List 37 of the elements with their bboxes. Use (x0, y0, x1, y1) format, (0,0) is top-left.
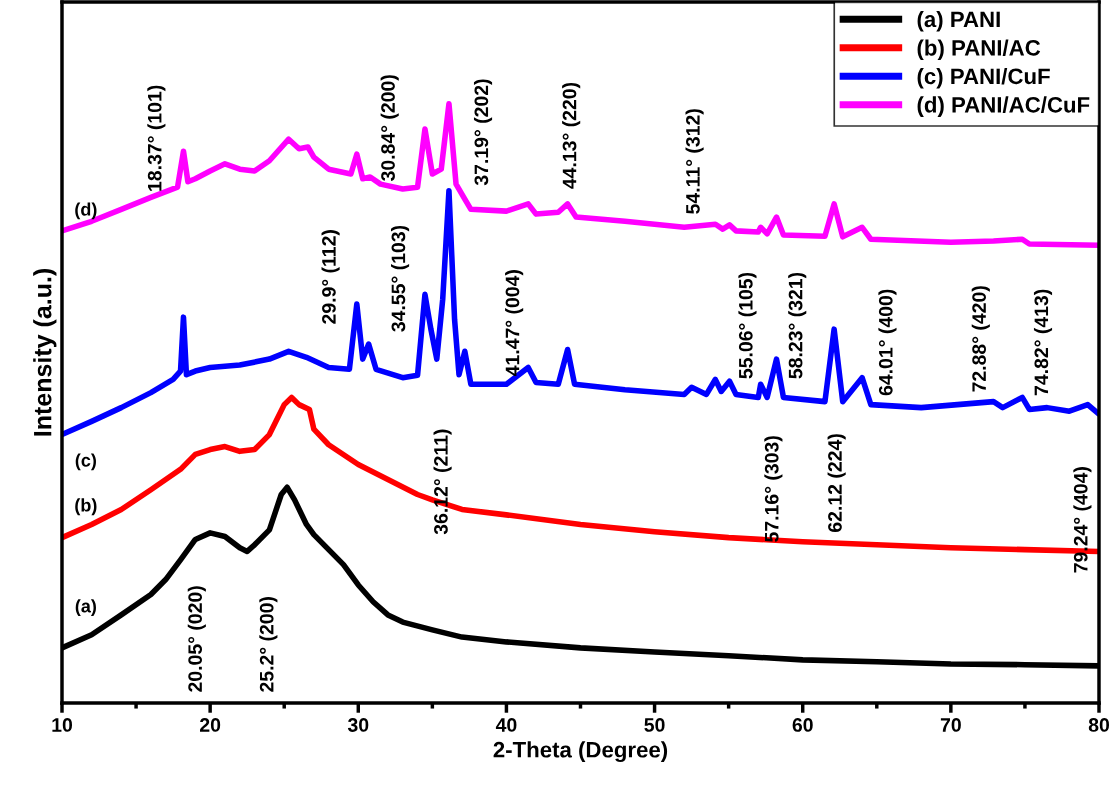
annotation: 54.11° (312) (685, 109, 704, 214)
annotation: 74.82° (413) (1033, 289, 1053, 396)
annotation: (d) (75, 202, 97, 220)
y-axis-title: Intensity (a.u.) (33, 269, 57, 436)
x-tick-label: 40 (495, 718, 517, 732)
x-tick-label: 20 (200, 718, 221, 732)
annotation: 25.2° (200) (259, 597, 278, 692)
annotation: 57.16° (303) (764, 436, 783, 542)
annotation: 36.12° (211) (433, 429, 452, 535)
x-tick-label: 70 (940, 718, 961, 732)
legend-label: (c) PANI/CuF (917, 67, 1050, 89)
annotation: (a) (75, 599, 96, 617)
x-tick-label: 10 (52, 718, 73, 732)
annotation: 55.06° (105) (738, 272, 757, 379)
annotation: 64.01° (400) (878, 289, 897, 396)
annotation: 18.37° (101) (147, 85, 166, 191)
legend-label: (b) PANI/AC (917, 39, 1041, 61)
annotation: (c) (75, 453, 96, 471)
annotation: 29.9° (112) (321, 230, 340, 324)
annotation: 20.05° (020) (187, 586, 206, 692)
annotation: 44.13° (220) (562, 82, 581, 189)
annotation: 37.19° (202) (473, 79, 493, 186)
annotation: 72.88° (420) (971, 286, 990, 392)
x-tick-label: 30 (347, 718, 369, 732)
annotation: 34.55° (103) (391, 225, 410, 332)
legend-label: (a) PANI (917, 10, 1000, 32)
annotation: 41.47° (004) (505, 270, 524, 377)
annotation: 62.12 (224) (827, 434, 846, 532)
x-tick-label: 80 (1088, 718, 1110, 732)
x-axis-title: 2-Theta (Degree) (493, 741, 668, 763)
annotation: (b) (75, 498, 97, 516)
x-tick-label: 60 (792, 718, 813, 732)
legend-label: (d) PANI/AC/CuF (917, 96, 1090, 118)
x-tick-label: 50 (644, 718, 665, 732)
annotation: 79.24° (404) (1073, 467, 1092, 573)
annotation: 58.23° (321) (788, 272, 807, 379)
annotation: 30.84° (200) (380, 75, 399, 182)
